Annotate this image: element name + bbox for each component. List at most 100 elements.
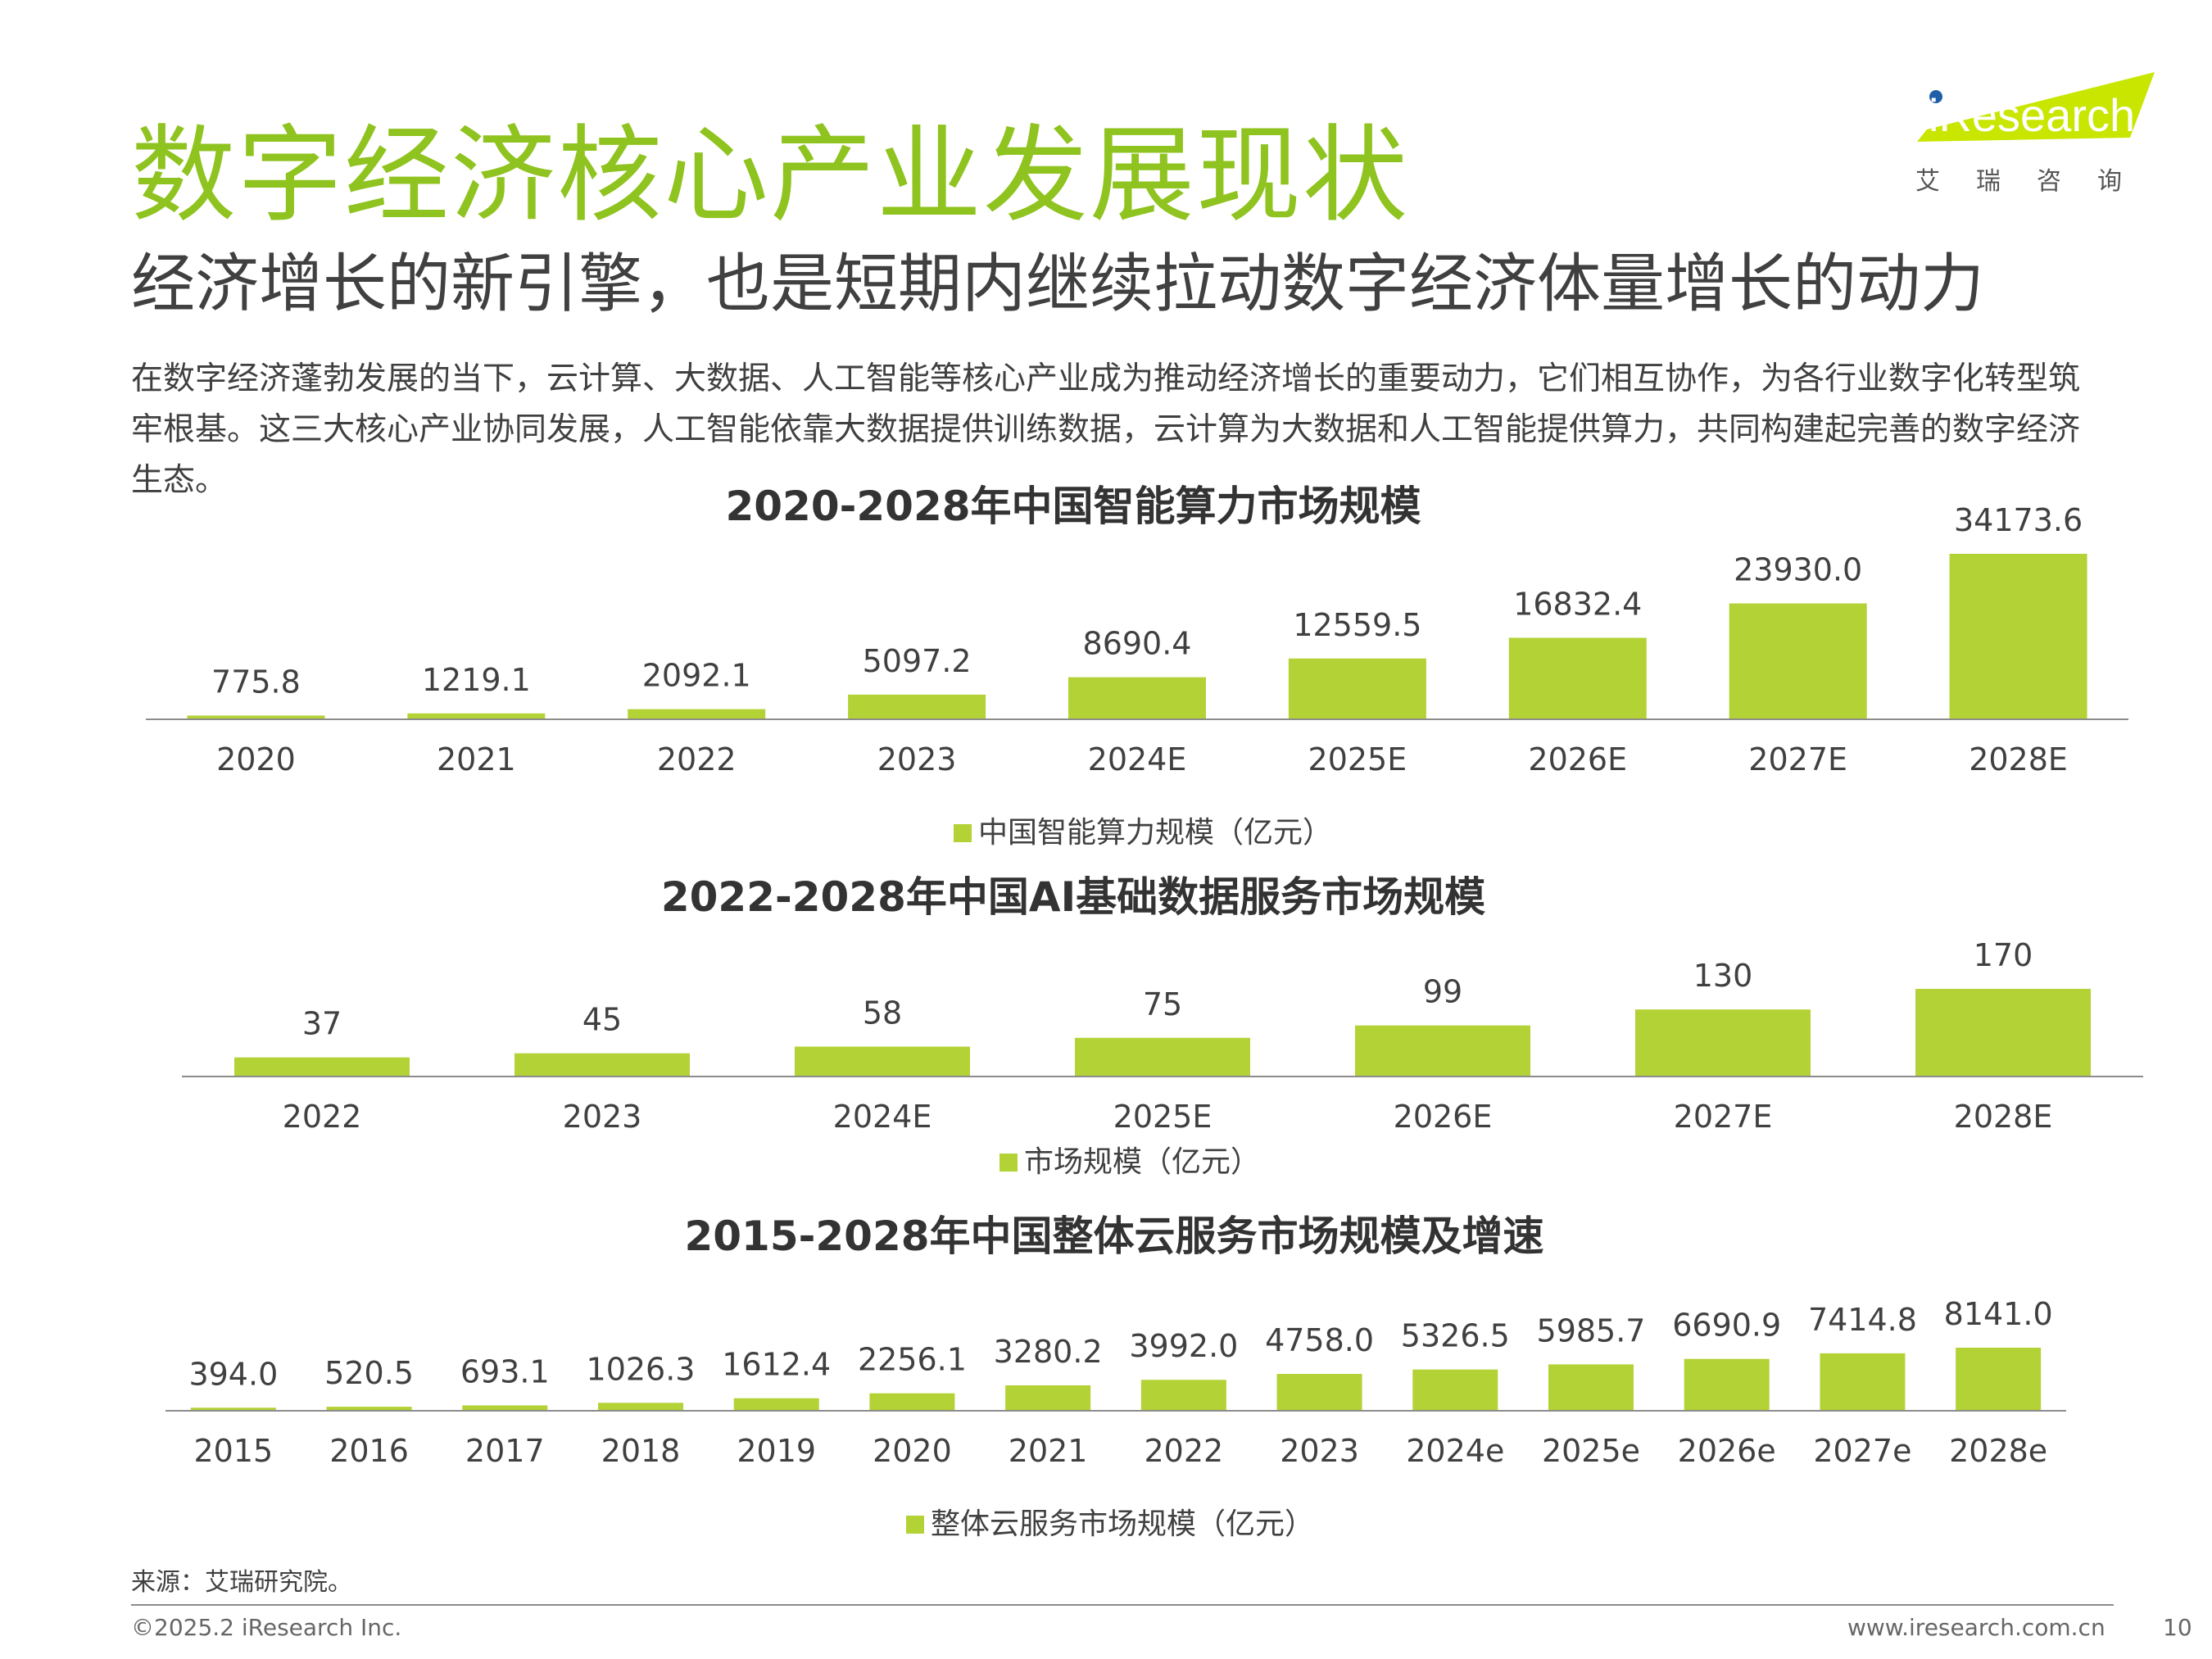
category-label-2025E: 2025E <box>1308 741 1407 777</box>
data-label-2026E: 99 <box>1423 974 1462 1010</box>
category-label-2027E: 2027E <box>1748 741 1847 777</box>
category-label-2016: 2016 <box>329 1433 409 1469</box>
bar-2023 <box>848 694 986 719</box>
iresearch-logo: iResearch <box>1917 72 2155 142</box>
data-label-2027E: 130 <box>1693 958 1753 994</box>
bar-2028E <box>1915 989 2091 1077</box>
category-label-2019: 2019 <box>737 1433 816 1469</box>
intro-paragraph: 在数字经济蓬勃发展的当下，云计算、大数据、人工智能等核心产业成为推动经济增长的重… <box>131 360 2081 499</box>
chart-legend: 中国智能算力规模（亿元） <box>954 816 1332 850</box>
legend-label: 整体云服务市场规模（亿元） <box>931 1507 1314 1541</box>
bar-2019 <box>733 1398 819 1411</box>
chart-title: 2015-2028年中国整体云服务市场规模及增速 <box>684 1213 1543 1260</box>
data-label-2024E: 8690.4 <box>1083 626 1192 662</box>
chart-title: 2022-2028年中国AI基础数据服务市场规模 <box>661 873 1485 921</box>
data-label-2025e: 5985.7 <box>1537 1312 1646 1349</box>
chart-ai-data-service-market: 2022-2028年中国AI基础数据服务市场规模 37 2022 45 2023 58 2… <box>182 873 2143 1179</box>
data-label-2016: 520.5 <box>324 1355 414 1391</box>
data-label-2022: 2092.1 <box>642 658 751 694</box>
data-label-2017: 693.1 <box>460 1353 550 1389</box>
bar-2022 <box>234 1057 410 1077</box>
bar-2025e <box>1548 1364 1634 1411</box>
bar-2024E <box>1068 677 1206 719</box>
data-label-2022: 3992.0 <box>1129 1328 1238 1364</box>
bar-2020 <box>869 1393 955 1411</box>
category-label-2021: 2021 <box>1009 1433 1088 1469</box>
category-label-2028E: 2028E <box>1954 1099 2053 1135</box>
bar-2028E <box>1949 554 2087 719</box>
logo-dot <box>1929 90 1942 103</box>
website-link[interactable]: www.iresearch.com.cn <box>1847 1614 2105 1641</box>
chart-legend: 整体云服务市场规模（亿元） <box>906 1507 1314 1541</box>
category-label-2017: 2017 <box>465 1433 545 1469</box>
category-label-2028E: 2028E <box>1969 741 2068 777</box>
category-label-2018: 2018 <box>601 1433 681 1469</box>
data-label-2020: 2256.1 <box>858 1342 967 1378</box>
bar-2015 <box>190 1407 276 1411</box>
page-subtitle: 经济增长的新引擎，也是短期内继续拉动数字经济体量增长的动力 <box>131 247 1985 321</box>
data-label-2028E: 34173.6 <box>1954 502 2083 538</box>
data-label-2028e: 8141.0 <box>1944 1296 2053 1332</box>
bar-2023 <box>1276 1373 1362 1411</box>
bar-2026e <box>1684 1358 1770 1411</box>
legend-swatch <box>954 824 972 842</box>
bar-2022 <box>628 709 766 719</box>
bar-2026E <box>1508 637 1647 719</box>
category-label-2023: 2023 <box>1280 1433 1359 1469</box>
category-label-2020: 2020 <box>216 741 296 777</box>
data-label-2028E: 170 <box>1974 937 2033 973</box>
category-label-2022: 2022 <box>657 741 737 777</box>
data-label-2023: 4758.0 <box>1265 1322 1374 1358</box>
legend-label: 中国智能算力规模（亿元） <box>978 816 1332 850</box>
footer-divider <box>131 1604 2114 1606</box>
category-label-2026E: 2026E <box>1394 1099 1493 1135</box>
bar-2025E <box>1075 1037 1250 1077</box>
copyright: ©2025.2 iResearch Inc. <box>131 1614 402 1641</box>
data-label-2022: 37 <box>302 1006 342 1042</box>
category-label-2020: 2020 <box>873 1433 952 1469</box>
bar-2024e <box>1412 1369 1498 1411</box>
category-label-2015: 2015 <box>193 1433 273 1469</box>
category-label-2026e: 2026e <box>1678 1433 1776 1469</box>
legend-swatch <box>999 1154 1018 1172</box>
chart-cloud-service-market: 2015-2028年中国整体云服务市场规模及增速 394.0 2015 520.5 2… <box>165 1213 2066 1541</box>
category-label-2027E: 2027E <box>1674 1099 1773 1135</box>
category-label-2025E: 2025E <box>1113 1099 1213 1135</box>
bar-2027E <box>1729 603 1867 719</box>
category-label-2021: 2021 <box>437 741 516 777</box>
data-label-2025E: 12559.5 <box>1293 607 1421 643</box>
category-label-2023: 2023 <box>563 1099 642 1135</box>
category-label-2022: 2022 <box>283 1099 362 1135</box>
bar-2026E <box>1355 1025 1530 1077</box>
data-label-2024E: 58 <box>863 995 902 1031</box>
bar-2023 <box>514 1053 690 1077</box>
data-label-2021: 1219.1 <box>422 662 531 698</box>
category-label-2022: 2022 <box>1144 1433 1223 1469</box>
logo-subtitle: 艾瑞咨询 <box>1915 167 2158 196</box>
data-label-2025E: 75 <box>1143 986 1182 1022</box>
chart-smart-computing-market: 2020-2028年中国智能算力市场规模 775.8 2020 1219.1 2021… <box>146 483 2128 850</box>
bar-2028e <box>1956 1348 2042 1411</box>
category-label-2027e: 2027e <box>1813 1433 1911 1469</box>
data-label-2020: 775.8 <box>211 664 301 700</box>
category-label-2024E: 2024E <box>1088 741 1187 777</box>
bar-2027E <box>1635 1009 1811 1077</box>
logo-wordmark: iResearch <box>1929 89 2135 141</box>
page-title: 数字经济核心产业发展现状 <box>131 115 1410 237</box>
legend-label: 市场规模（亿元） <box>1024 1145 1260 1179</box>
category-label-2024e: 2024e <box>1406 1433 1504 1469</box>
bar-2024E <box>795 1046 970 1077</box>
data-label-2023: 5097.2 <box>863 643 972 679</box>
data-label-2015: 394.0 <box>188 1356 278 1392</box>
data-label-2019: 1612.4 <box>722 1347 831 1383</box>
bar-2020 <box>187 715 325 719</box>
chart-legend: 市场规模（亿元） <box>999 1145 1260 1179</box>
category-label-2024E: 2024E <box>833 1099 932 1135</box>
category-label-2025e: 2025e <box>1542 1433 1640 1469</box>
data-label-2026E: 16832.4 <box>1513 587 1642 623</box>
bar-2022 <box>1140 1380 1226 1411</box>
data-label-2023: 45 <box>582 1002 622 1038</box>
bar-2027e <box>1820 1353 1906 1411</box>
data-label-2024e: 5326.5 <box>1401 1318 1510 1354</box>
bar-2025E <box>1288 658 1426 719</box>
